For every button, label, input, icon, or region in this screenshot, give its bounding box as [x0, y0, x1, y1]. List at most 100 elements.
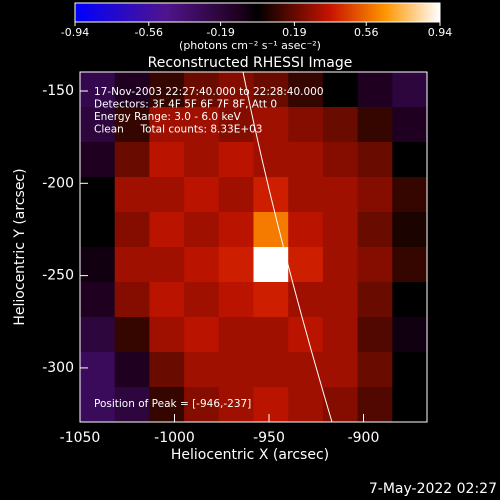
heat-cell: [149, 352, 185, 388]
heat-cell: [253, 212, 289, 248]
y-tick-label: -250: [42, 268, 74, 284]
heat-cell: [80, 72, 116, 108]
heat-cell: [288, 387, 324, 423]
heat-cell: [184, 212, 220, 248]
heat-cell: [80, 282, 116, 318]
heat-cell: [218, 72, 254, 108]
heatmap: [80, 72, 428, 423]
heat-cell: [322, 282, 359, 318]
x-tick-label: -1050: [60, 430, 101, 446]
heat-cell: [253, 72, 289, 108]
plot-frame: [79, 71, 428, 423]
heat-cell: [392, 352, 428, 388]
heat-cell: [288, 247, 324, 283]
heat-cell: [218, 352, 254, 388]
heat-cell: [357, 142, 393, 178]
heat-cell: [149, 142, 185, 178]
heat-cell: [288, 212, 324, 248]
solar-limb: [242, 71, 333, 423]
y-tick-label: -300: [42, 360, 74, 376]
heat-cell: [392, 317, 428, 353]
heat-cell: [392, 72, 428, 108]
heat-cell: [288, 142, 324, 178]
heat-cell: [114, 72, 150, 108]
heat-cell: [253, 387, 289, 423]
heat-cell: [114, 212, 150, 248]
peak-label: Position of Peak = [-946,-237]: [94, 398, 251, 410]
heat-cell: [149, 247, 185, 283]
heat-cell: [253, 352, 289, 388]
chart-title: Reconstructed RHESSI Image: [148, 55, 353, 71]
heat-cell: [357, 282, 393, 318]
heat-cell: [80, 247, 116, 283]
heat-cell: [357, 352, 393, 388]
heat-cell: [322, 107, 359, 143]
heat-cell: [253, 107, 289, 143]
heat-cell: [184, 177, 220, 213]
heat-cell: [357, 317, 393, 353]
heat-cell: [322, 212, 359, 248]
heat-cell: [80, 107, 116, 143]
colorbar-tick-label: -0.19: [206, 26, 234, 39]
y-tick-label: -150: [42, 83, 74, 99]
timestamp: 7-May-2022 02:27: [369, 481, 497, 497]
heat-cell: [114, 177, 150, 213]
heat-cell: [357, 212, 393, 248]
heat-cell: [80, 317, 116, 353]
heat-cell: [357, 387, 393, 423]
heat-cell: [184, 247, 220, 283]
heat-cell: [80, 142, 116, 178]
heat-cell: [322, 352, 359, 388]
heat-cell: [357, 72, 393, 108]
colorbar-tick-label: -0.56: [135, 26, 163, 39]
heat-cell: [80, 387, 116, 423]
heat-cell: [80, 352, 116, 388]
heat-cell: [184, 282, 220, 318]
heat-cell: [392, 282, 428, 318]
heat-cell: [288, 317, 324, 353]
heat-cell: [114, 282, 150, 318]
heat-cell: [184, 72, 220, 108]
annotation: Detectors: 3F 4F 5F 6F 7F 8F, Att 0: [94, 99, 277, 111]
colorbar: [74, 2, 441, 23]
heat-cell: [218, 107, 254, 143]
heat-cell: [114, 107, 150, 143]
heat-cell: [218, 282, 254, 318]
heat-cell: [322, 72, 359, 108]
colorbar-tick-label: -0.94: [61, 26, 89, 39]
colorbar-tick-label: 0.94: [428, 26, 453, 39]
heat-cell: [253, 177, 289, 213]
x-axis-label: Heliocentric X (arcsec): [171, 447, 329, 463]
annotation: Clean Total counts: 8.33E+03: [94, 124, 263, 136]
heat-cell: [114, 247, 150, 283]
heat-cell: [218, 142, 254, 178]
heat-cell: [392, 212, 428, 248]
colorbar-label: (photons cm⁻² s⁻¹ asec⁻²): [179, 39, 321, 52]
heat-cell: [253, 247, 289, 283]
colorbar-tick-label: 0.19: [282, 26, 307, 39]
heat-cell: [149, 282, 185, 318]
colorbar-tick-label: 0.56: [354, 26, 379, 39]
heat-cell: [392, 387, 428, 423]
heat-cell: [357, 177, 393, 213]
y-axis-label: Heliocentric Y (arcsec): [12, 168, 28, 325]
heat-cell: [184, 107, 220, 143]
heat-cell: [149, 387, 185, 423]
heat-cell: [80, 177, 116, 213]
x-tick-label: -950: [253, 430, 285, 446]
heat-cell: [114, 387, 150, 423]
heat-cell: [253, 282, 289, 318]
heat-cell: [149, 72, 185, 108]
annotation: Energy Range: 3.0 - 6.0 keV: [94, 111, 242, 123]
heat-cell: [149, 317, 185, 353]
y-tick-label: -200: [42, 175, 74, 191]
heat-cell: [392, 107, 428, 143]
heat-cell: [184, 317, 220, 353]
heat-cell: [322, 177, 359, 213]
heat-cell: [149, 177, 185, 213]
heat-cell: [253, 317, 289, 353]
x-tick-label: -900: [348, 430, 380, 446]
heat-cell: [184, 352, 220, 388]
heat-cell: [218, 317, 254, 353]
